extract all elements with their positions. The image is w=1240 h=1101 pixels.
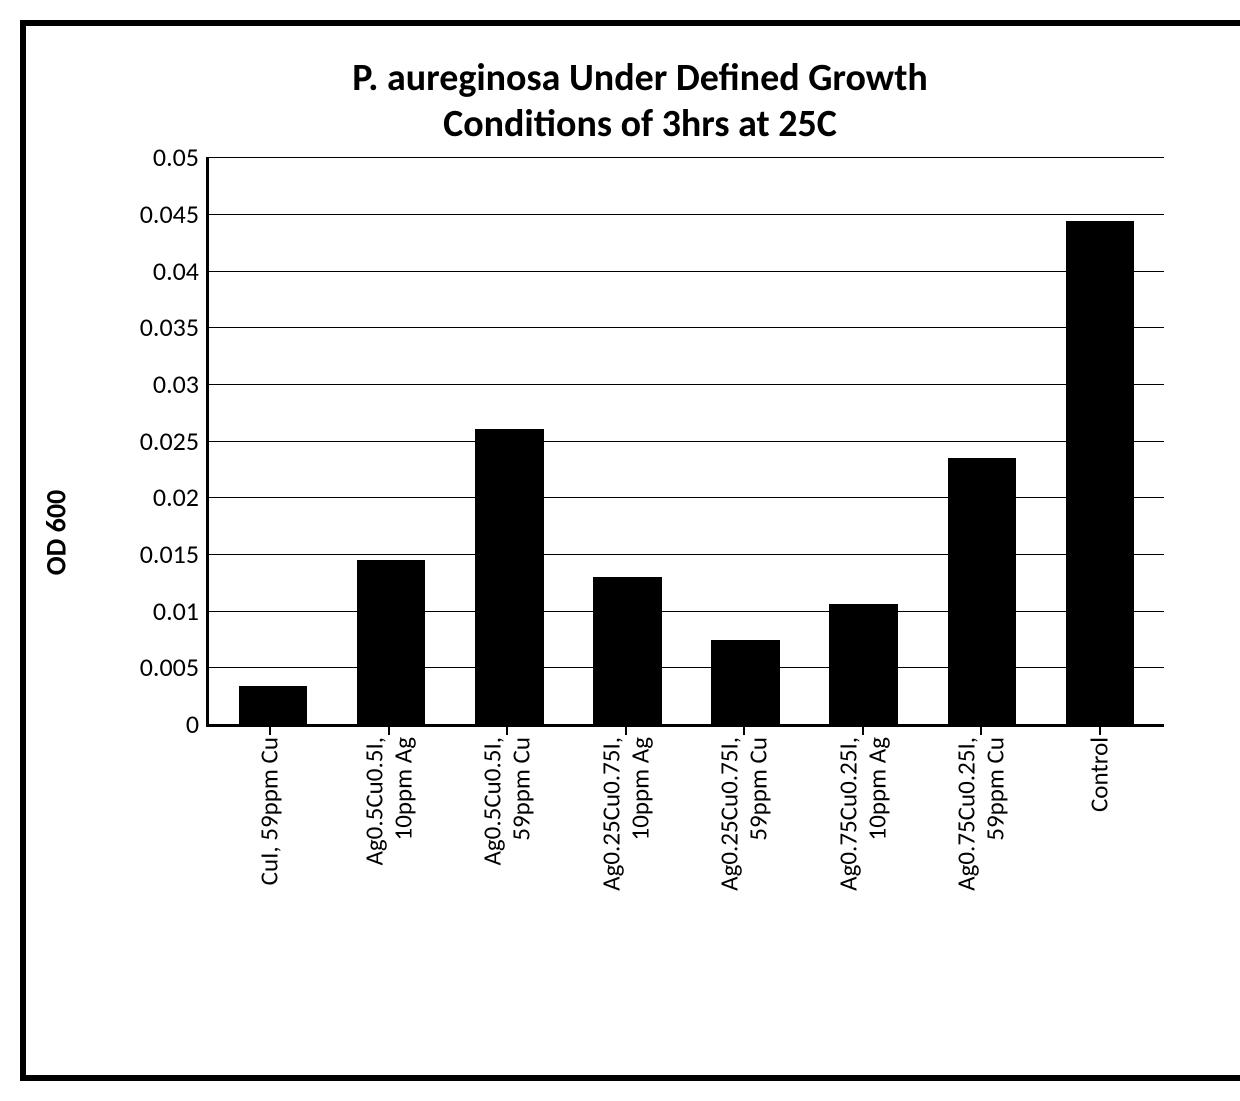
- y-tick-label: 0.025: [140, 425, 209, 457]
- title-line-1: P. aureginosa Under Defined Growth: [352, 55, 928, 101]
- x-axis-category-label: Ag0.75Cu0.25I, 59ppm Cu: [953, 737, 1011, 891]
- y-tick-label: 0.01: [153, 595, 209, 627]
- x-axis-category-label: Ag0.5Cu0.5I, 10ppm Ag: [360, 737, 418, 866]
- bar: [593, 577, 662, 724]
- bar: [948, 458, 1017, 724]
- x-label-slot: Control: [1041, 727, 1160, 1027]
- bar: [1066, 221, 1135, 724]
- y-axis-label: OD 600: [39, 490, 74, 576]
- y-tick-label: 0.03: [153, 368, 209, 400]
- bar-slot: [332, 157, 450, 724]
- x-tick-mark: [506, 727, 508, 735]
- plot-region: 00.0050.010.0150.020.0250.030.0350.040.0…: [206, 157, 1164, 727]
- title-line-2: Conditions of 3hrs at 25C: [443, 101, 837, 147]
- x-tick-mark: [269, 727, 271, 735]
- bar-slot: [450, 157, 568, 724]
- x-axis-category-label: Ag0.25Cu0.75I, 59ppm Cu: [716, 737, 774, 891]
- bar: [829, 604, 898, 724]
- bar-slot: [687, 157, 805, 724]
- bar-slot: [214, 157, 332, 724]
- x-tick-mark: [862, 727, 864, 735]
- y-tick-label: 0.015: [140, 538, 209, 570]
- bar: [711, 640, 780, 724]
- x-axis-category-label: Control: [1085, 737, 1114, 812]
- x-label-slot: Ag0.25Cu0.75I, 10ppm Ag: [567, 727, 686, 1027]
- x-label-slot: Ag0.75Cu0.25I, 10ppm Ag: [804, 727, 923, 1027]
- x-axis-category-label: Ag0.5Cu0.5I, 59ppm Cu: [479, 737, 537, 866]
- x-tick-mark: [980, 727, 982, 735]
- chart-area: OD 600 00.0050.010.0150.020.0250.030.035…: [76, 157, 1204, 1027]
- y-tick-label: 0.02: [153, 481, 209, 513]
- y-tick-label: 0.005: [140, 651, 209, 683]
- bar-slot: [923, 157, 1041, 724]
- bar-slot: [1041, 157, 1159, 724]
- plot-area: 00.0050.010.0150.020.0250.030.0350.040.0…: [206, 157, 1164, 727]
- chart-frame: P. aureginosa Under Defined Growth Condi…: [20, 20, 1240, 1081]
- x-label-slot: Ag0.5Cu0.5I, 59ppm Cu: [448, 727, 567, 1027]
- x-label-slot: CuI, 59ppm Cu: [211, 727, 330, 1027]
- x-label-slot: Ag0.75Cu0.25I, 59ppm Cu: [922, 727, 1041, 1027]
- bar-slot: [805, 157, 923, 724]
- x-label-slot: Ag0.5Cu0.5I, 10ppm Ag: [330, 727, 449, 1027]
- x-axis-category-label: Ag0.25Cu0.75I, 10ppm Ag: [597, 737, 655, 891]
- x-axis-category-label: CuI, 59ppm Cu: [256, 737, 285, 885]
- y-tick-label: 0.05: [153, 141, 209, 173]
- y-tick-label: 0.04: [153, 255, 209, 287]
- x-tick-mark: [1099, 727, 1101, 735]
- bar: [357, 560, 426, 724]
- y-tick-label: 0.045: [140, 198, 209, 230]
- x-tick-mark: [388, 727, 390, 735]
- x-axis-category-label: Ag0.75Cu0.25I, 10ppm Ag: [834, 737, 892, 891]
- x-axis-labels: CuI, 59ppm Cu Ag0.5Cu0.5I, 10ppm Ag Ag0.5C…: [206, 727, 1164, 1027]
- x-tick-mark: [743, 727, 745, 735]
- bars-container: [209, 157, 1164, 724]
- chart-title: P. aureginosa Under Defined Growth Condi…: [132, 56, 1147, 147]
- bar: [475, 429, 544, 724]
- bar-slot: [568, 157, 686, 724]
- y-tick-label: 0.035: [140, 311, 209, 343]
- x-tick-mark: [625, 727, 627, 735]
- x-label-slot: Ag0.25Cu0.75I, 59ppm Cu: [685, 727, 804, 1027]
- bar: [239, 686, 308, 725]
